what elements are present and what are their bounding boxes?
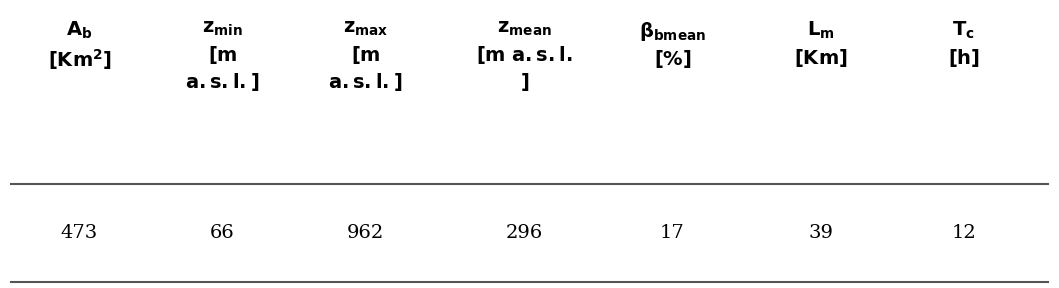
Text: 962: 962: [346, 224, 384, 242]
Text: $\mathbf{T_c}$
$\mathbf{[h]}$: $\mathbf{T_c}$ $\mathbf{[h]}$: [948, 20, 980, 69]
Text: 296: 296: [505, 224, 543, 242]
Text: 39: 39: [808, 224, 833, 242]
Text: $\mathbf{z_{min}}$
$\mathbf{[m}$
$\mathbf{a.s.l.]}$: $\mathbf{z_{min}}$ $\mathbf{[m}$ $\mathb…: [185, 20, 259, 93]
Text: 17: 17: [660, 224, 685, 242]
Text: 473: 473: [60, 224, 98, 242]
Text: $\mathbf{L_m}$
$\mathbf{[Km]}$: $\mathbf{L_m}$ $\mathbf{[Km]}$: [794, 20, 847, 69]
Text: $\mathbf{A_b}$
$\mathbf{[Km^2]}$: $\mathbf{A_b}$ $\mathbf{[Km^2]}$: [48, 20, 111, 72]
Text: $\mathbf{z_{mean}}$
$\mathbf{[m\ a.s.l.}$
$\mathbf{]}$: $\mathbf{z_{mean}}$ $\mathbf{[m\ a.s.l.}…: [475, 20, 573, 93]
Text: 12: 12: [951, 224, 976, 242]
Text: 66: 66: [210, 224, 235, 242]
Text: $\mathbf{z_{max}}$
$\mathbf{[m}$
$\mathbf{a.s.l.]}$: $\mathbf{z_{max}}$ $\mathbf{[m}$ $\mathb…: [328, 20, 402, 93]
Text: $\mathbf{\beta_{bmean}}$
$\mathbf{[\%]}$: $\mathbf{\beta_{bmean}}$ $\mathbf{[\%]}$: [639, 20, 706, 70]
